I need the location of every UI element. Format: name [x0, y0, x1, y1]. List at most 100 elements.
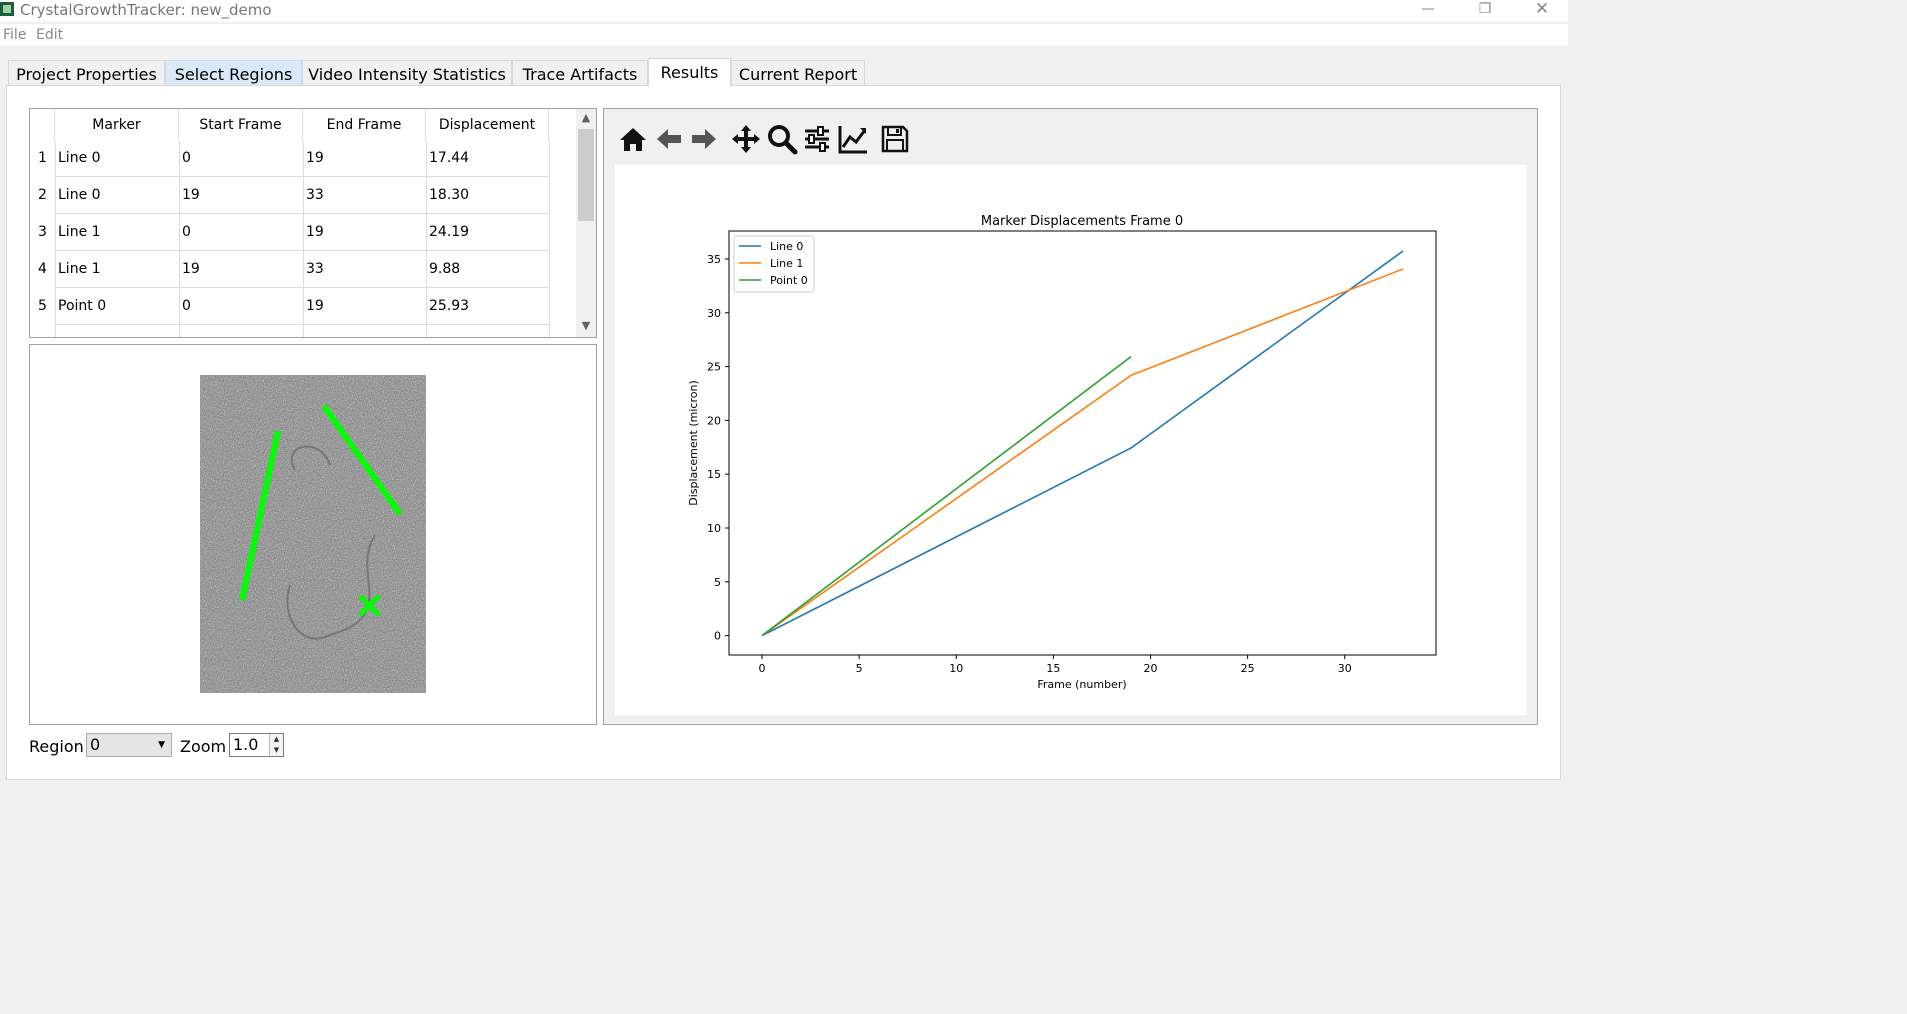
region-image[interactable]: [200, 375, 426, 693]
y-tick-label: 35: [707, 253, 721, 266]
y-tick-label: 20: [707, 414, 721, 427]
cell-end-frame[interactable]: 19: [306, 150, 324, 166]
cell-marker[interactable]: Line 1: [58, 261, 101, 277]
x-axis: 0 5 10 15 20 25 30: [759, 655, 1352, 675]
grid-line: [55, 250, 549, 251]
zoom-icon[interactable]: [766, 123, 798, 155]
x-tick-label: 25: [1241, 662, 1255, 675]
cell-marker[interactable]: Line 1: [58, 224, 101, 240]
table-corner: [30, 109, 55, 142]
tab-results[interactable]: Results: [648, 58, 731, 87]
table-scrollbar[interactable]: ▲ ▼: [576, 109, 596, 337]
col-header-end-frame[interactable]: End Frame: [303, 109, 426, 142]
configure-subplots-icon[interactable]: [801, 123, 833, 155]
home-icon[interactable]: [617, 123, 649, 155]
grid-line: [426, 142, 427, 337]
forward-icon[interactable]: [688, 123, 720, 155]
tab-video-intensity-statistics[interactable]: Video Intensity Statistics: [302, 60, 512, 85]
col-header-start-frame[interactable]: Start Frame: [179, 109, 303, 142]
menu-file[interactable]: File: [3, 27, 27, 43]
legend-box: [733, 235, 815, 293]
y-tick-label: 30: [707, 307, 721, 320]
restore-button[interactable]: ❐: [1478, 1, 1492, 17]
y-tick-label: 5: [714, 576, 721, 589]
results-table: Marker Start Frame End Frame Displacemen…: [29, 108, 597, 338]
cell-displacement[interactable]: 17.44: [429, 150, 470, 166]
title-bar: CrystalGrowthTracker: new_demo — ❐ ✕: [0, 0, 1568, 22]
plot-panel: Marker Displacements Frame 0 0 5 10 15 20 25 3…: [603, 108, 1538, 725]
col-header-marker[interactable]: Marker: [55, 109, 179, 142]
cell-displacement[interactable]: 18.30: [429, 187, 470, 203]
tab-trace-artifacts[interactable]: Trace Artifacts: [512, 60, 648, 85]
marker-line-0[interactable]: [239, 430, 281, 601]
save-icon[interactable]: [879, 123, 911, 155]
chart-legend: Line 0 Line 1 Point 0: [733, 235, 815, 293]
tab-project-properties[interactable]: Project Properties: [8, 60, 165, 85]
scroll-up-icon[interactable]: ▲: [581, 111, 591, 124]
image-noise: [200, 375, 426, 693]
cell-end-frame[interactable]: 19: [306, 298, 324, 314]
y-tick-label: 10: [707, 522, 721, 535]
zoom-spinbox[interactable]: 1.0 ▲ ▼: [229, 733, 284, 757]
grid-line: [549, 142, 550, 337]
series-line-1: [761, 268, 1404, 637]
marker-point-0[interactable]: [358, 594, 381, 617]
cell-marker[interactable]: Line 0: [58, 150, 101, 166]
y-axis-label: Displacement (micron): [687, 380, 700, 506]
cell-start-frame[interactable]: 0: [182, 224, 191, 240]
x-tick-label: 0: [759, 662, 766, 675]
y-tick-label: 0: [714, 630, 721, 643]
edit-axis-icon[interactable]: [837, 123, 869, 155]
scroll-down-icon[interactable]: ▼: [581, 319, 591, 332]
marker-line-1[interactable]: [321, 404, 403, 516]
cell-start-frame[interactable]: 19: [182, 261, 200, 277]
pan-icon[interactable]: [730, 123, 762, 155]
row-number: 2: [38, 187, 47, 203]
cell-start-frame[interactable]: 0: [182, 150, 191, 166]
plot-canvas[interactable]: Marker Displacements Frame 0 0 5 10 15 20 25 3…: [615, 165, 1527, 715]
tab-current-report[interactable]: Current Report: [731, 60, 865, 85]
x-tick-label: 15: [1046, 662, 1060, 675]
col-header-displacement[interactable]: Displacement: [426, 109, 549, 142]
tab-select-regions[interactable]: Select Regions: [165, 60, 302, 85]
y-axis: 0 5 10 15 20 25 30 35: [707, 253, 729, 643]
region-select-value: 0: [90, 735, 101, 754]
scroll-thumb[interactable]: [578, 129, 594, 221]
minimize-button[interactable]: —: [1421, 1, 1435, 17]
chevron-down-icon[interactable]: ▼: [158, 740, 165, 750]
grid-line: [55, 213, 549, 214]
close-button[interactable]: ✕: [1534, 0, 1550, 19]
spin-down-icon[interactable]: ▼: [269, 745, 283, 756]
cell-start-frame[interactable]: 19: [182, 187, 200, 203]
menu-edit[interactable]: Edit: [36, 27, 64, 43]
back-icon[interactable]: [653, 123, 685, 155]
menu-bar: File Edit: [0, 24, 1568, 46]
cell-marker[interactable]: Point 0: [58, 298, 107, 314]
crystal-edge: [286, 445, 376, 640]
region-image-view: [29, 344, 597, 725]
zoom-label: Zoom: [180, 737, 227, 756]
grid-line: [179, 142, 180, 337]
cell-displacement[interactable]: 9.88: [429, 261, 461, 277]
series-group: [761, 250, 1404, 637]
grid-line: [303, 142, 304, 337]
cell-marker[interactable]: Line 0: [58, 187, 101, 203]
region-image-canvas: [200, 375, 426, 693]
spin-up-icon[interactable]: ▲: [269, 734, 283, 745]
x-axis-label: Frame (number): [1037, 678, 1126, 691]
chart-title: Marker Displacements Frame 0: [981, 214, 1183, 229]
legend-label: Line 1: [770, 257, 803, 270]
cell-end-frame[interactable]: 33: [306, 187, 324, 203]
grid-line: [55, 176, 549, 177]
app-icon: [0, 2, 14, 16]
cell-end-frame[interactable]: 19: [306, 224, 324, 240]
region-select[interactable]: 0 ▼: [86, 733, 172, 757]
cell-displacement[interactable]: 24.19: [429, 224, 470, 240]
legend-label: Line 0: [770, 240, 803, 253]
y-tick-label: 15: [707, 468, 721, 481]
cell-displacement[interactable]: 25.93: [429, 298, 470, 314]
cell-start-frame[interactable]: 0: [182, 298, 191, 314]
region-label: Region: [29, 737, 84, 756]
cell-end-frame[interactable]: 33: [306, 261, 324, 277]
zoom-value: 1.0: [233, 735, 259, 754]
